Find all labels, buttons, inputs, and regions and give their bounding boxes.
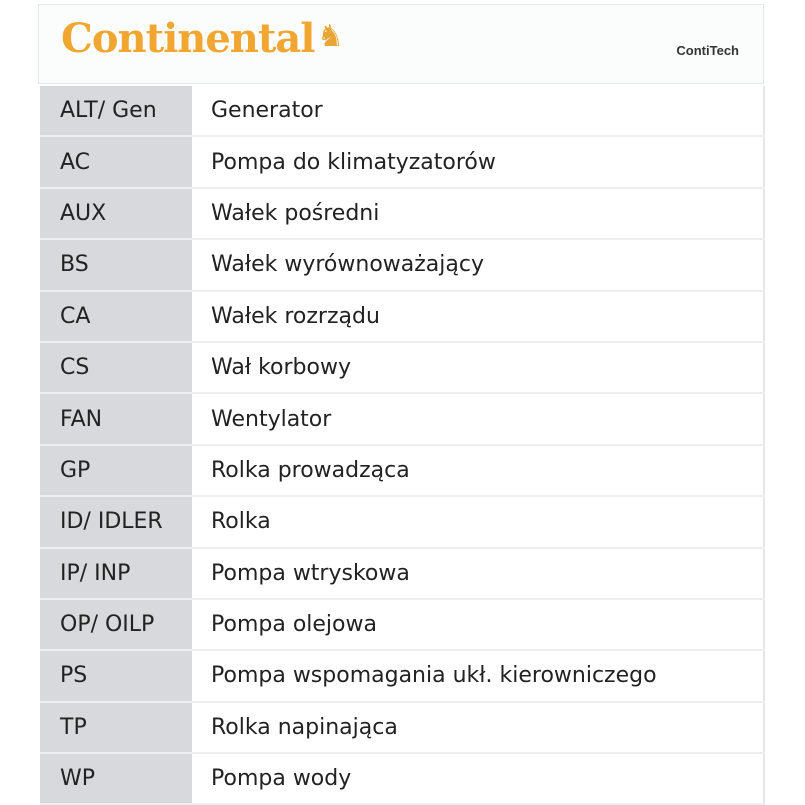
table-row: TP Rolka napinająca [40,702,765,755]
contitech-label: ContiTech [676,43,739,58]
description-cell: Pompa wspomagania ukł. kierowniczego [192,651,765,701]
abbreviation-cell: ID/ IDLER [40,497,192,547]
abbreviation-cell: PS [40,651,192,701]
continental-logo: Continental [61,15,315,62]
abbreviation-table: ALT/ Gen Generator AC Pompa do klimatyzator… [40,86,765,805]
table-row: AC Pompa do klimatyzatorów [40,137,765,189]
table-row: CS Wał korbowy [40,342,765,395]
abbreviation-cell: GP [40,445,192,496]
description-cell: Wałek pośredni [192,188,765,239]
table-row: AUX Wałek pośredni [40,188,765,241]
table-row: CA Wałek rozrządu [40,291,765,343]
abbreviation-cell: OP/ OILP [40,599,192,650]
table-row: GP Rolka prowadząca [40,445,765,498]
abbreviation-cell: FAN [40,394,192,444]
description-cell: Pompa wtryskowa [192,548,765,598]
table-row: PS Pompa wspomagania ukł. kierowniczego [40,651,765,703]
description-cell: Wałek wyrównoważający [192,240,765,290]
table-row: OP/ OILP Pompa olejowa [40,599,765,652]
abbreviation-cell: ALT/ Gen [40,86,192,136]
header: Continental ♞ ContiTech [38,4,764,84]
description-cell: Generator [192,86,765,136]
description-cell: Pompa olejowa [192,599,765,650]
abbreviation-cell: IP/ INP [40,548,192,598]
description-cell: Wentylator [192,394,765,444]
abbreviation-cell: TP [40,702,192,753]
abbreviation-cell: WP [40,754,192,804]
table-row: IP/ INP Pompa wtryskowa [40,548,765,600]
abbreviation-cell: BS [40,240,192,290]
table-row: WP Pompa wody [40,754,765,805]
description-cell: Rolka napinająca [192,702,765,753]
table-row: FAN Wentylator [40,394,765,446]
table-row: ALT/ Gen Generator [40,86,765,138]
description-cell: Rolka prowadząca [192,445,765,496]
table-row: ID/ IDLER Rolka [40,497,765,549]
description-cell: Pompa wody [192,754,765,804]
abbreviation-cell: CA [40,291,192,341]
description-cell: Wał korbowy [192,342,765,393]
horse-icon: ♞ [317,19,344,54]
table-row: BS Wałek wyrównoważający [40,240,765,292]
abbreviation-cell: AUX [40,188,192,239]
description-cell: Rolka [192,497,765,547]
description-cell: Wałek rozrządu [192,291,765,341]
description-cell: Pompa do klimatyzatorów [192,137,765,187]
abbreviation-cell: AC [40,137,192,187]
abbreviation-cell: CS [40,342,192,393]
